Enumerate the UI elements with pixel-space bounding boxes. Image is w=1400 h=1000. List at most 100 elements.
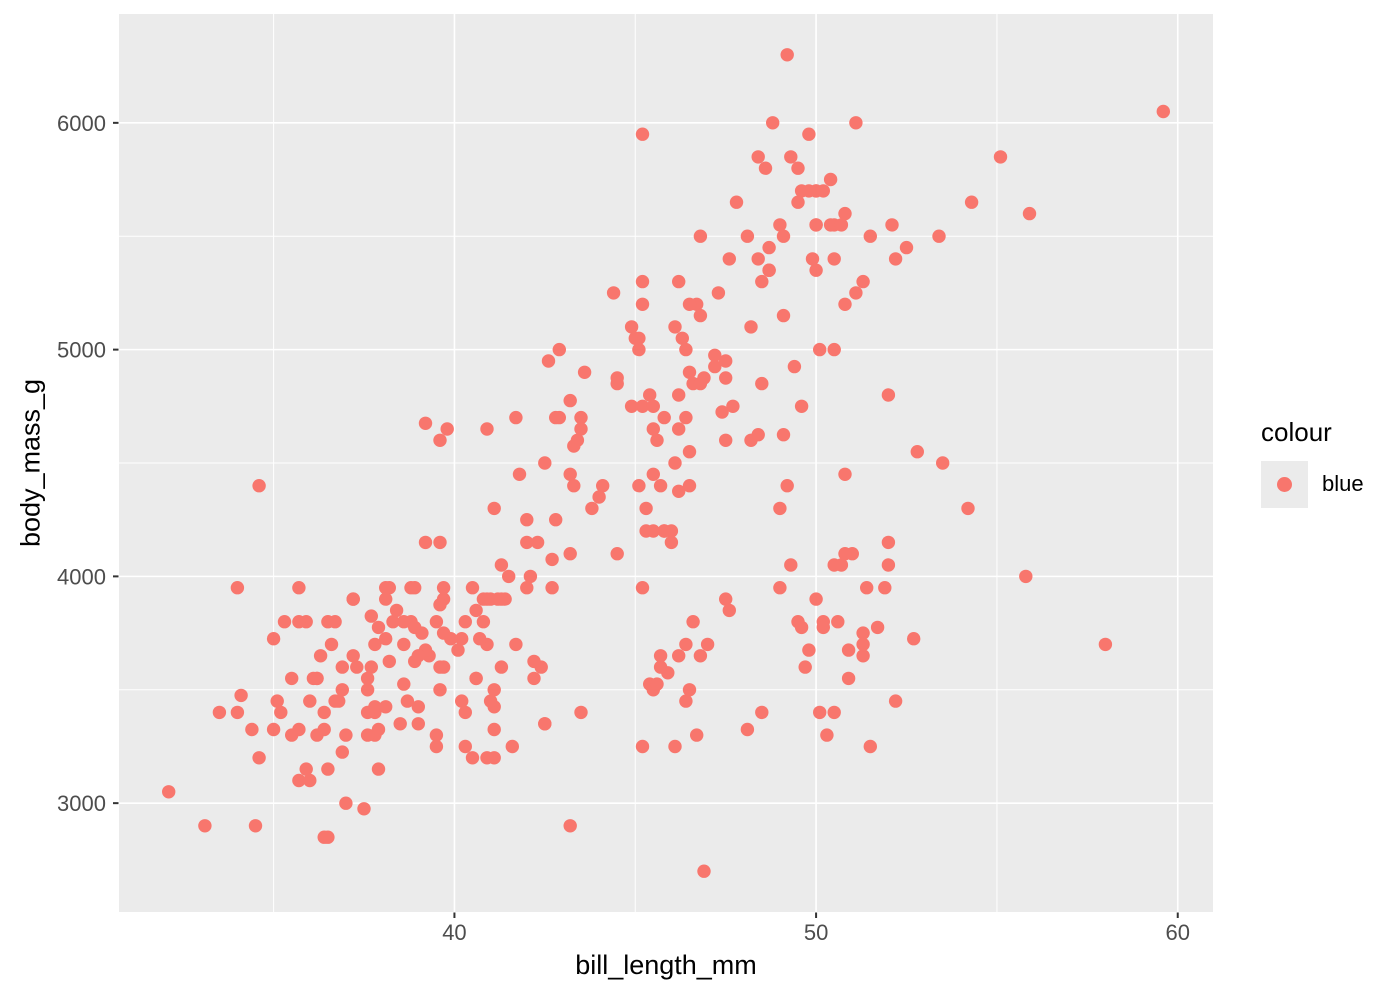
data-point [791,161,805,175]
data-point [379,592,393,606]
data-point [693,308,708,323]
data-point [672,649,686,663]
data-point [755,376,769,391]
data-point [433,535,447,550]
data-point [672,274,686,289]
data-point [512,467,527,481]
data-point [527,671,541,686]
data-point [668,320,682,334]
data-point [791,195,805,209]
data-point [411,649,425,663]
data-point [379,632,393,646]
data-point [364,609,378,623]
data-point [700,637,715,652]
data-point [400,694,415,708]
data-point [838,297,852,311]
data-point [719,371,733,385]
data-point [563,393,577,408]
data-point [744,320,758,334]
data-point [418,416,433,430]
data-point [574,410,588,425]
data-point [624,320,639,334]
data-point [758,161,773,175]
data-point [563,467,577,481]
data-point [386,615,400,629]
data-point [686,615,700,629]
data-point [726,399,740,413]
data-point [722,252,736,266]
data-point [639,524,653,538]
data-point [567,439,581,453]
data-point [610,547,624,561]
data-point [371,620,386,635]
data-point [993,150,1008,164]
data-point [682,479,697,493]
data-point [682,365,697,379]
data-point [335,660,349,674]
data-point [292,722,306,737]
data-point [690,728,704,742]
data-point [252,479,266,493]
data-point [784,150,798,164]
data-point [679,694,693,708]
y-tick-label: 5000 [57,338,106,363]
data-point [538,456,552,470]
data-point [646,422,660,436]
legend-label: blue [1322,471,1364,496]
data-point [805,252,820,266]
data-point [1098,637,1113,652]
data-point [719,354,733,368]
data-point [820,728,834,742]
y-tick-label: 3000 [57,791,106,816]
data-point [541,354,556,368]
data-point [455,694,469,708]
data-point [780,48,794,62]
data-point [230,581,245,595]
data-point [285,671,299,686]
data-point [834,558,849,572]
x-tick-label: 50 [804,920,828,945]
data-point [480,751,494,765]
data-point [885,218,899,232]
y-tick-label: 4000 [57,564,106,589]
data-point [328,615,342,629]
data-point [809,592,823,606]
data-point [162,785,176,799]
data-point [816,184,830,198]
data-point [455,632,469,646]
data-point [682,445,697,459]
data-point [379,581,393,595]
data-point [567,479,581,493]
data-point [368,637,382,652]
data-point [657,524,671,538]
data-point [809,218,823,232]
data-point [841,643,856,657]
data-point [270,694,284,708]
data-point [230,705,245,720]
data-point [823,172,838,187]
data-point [823,218,838,232]
data-point [610,371,624,385]
data-point [371,722,386,737]
data-point [520,535,534,550]
data-point [1156,104,1171,119]
data-point [628,331,642,345]
data-point [646,467,660,481]
data-point [530,535,545,550]
data-point [856,649,870,663]
data-point [379,700,393,714]
data-point [693,376,708,391]
data-point [863,229,877,243]
data-point [802,643,816,657]
data-point [881,388,896,402]
data-point [907,632,921,646]
data-point [433,598,447,612]
data-point [961,501,975,516]
data-point [802,127,816,141]
data-point [364,660,378,674]
data-point [708,348,722,362]
data-point [505,739,519,754]
data-point [509,637,523,652]
data-point [624,399,639,413]
data-point [635,399,650,413]
